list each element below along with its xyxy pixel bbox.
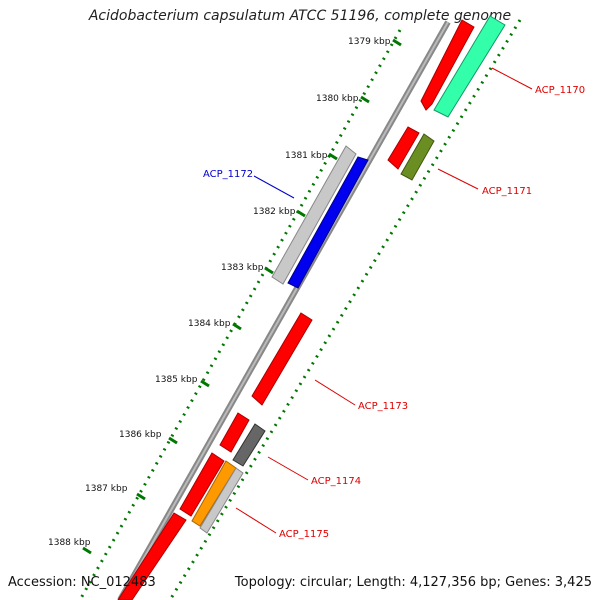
gene-acp1174-red[interactable]	[219, 412, 250, 453]
gene-acp1172-blue[interactable]	[287, 156, 369, 289]
gene-label-acp1171[interactable]: ACP_1171	[482, 186, 532, 197]
tick-labels: 1379 kbp 1380 kbp 1381 kbp 1382 kbp 1383…	[48, 37, 391, 548]
tick-label: 1382 kbp	[253, 207, 296, 217]
gene-acp1171-olive[interactable]	[400, 133, 435, 181]
inner-dotted-guide	[168, 19, 522, 600]
tick-marks	[82, 38, 402, 555]
tick-label: 1379 kbp	[348, 37, 391, 47]
gene-acp1170-red[interactable]	[420, 19, 475, 111]
tick-label: 1380 kbp	[316, 94, 359, 104]
gene-label-acp1174[interactable]: ACP_1174	[311, 476, 361, 487]
gene-acp1175-red[interactable]	[179, 452, 225, 517]
tick-mark	[200, 379, 210, 388]
gene-acp1175-silver[interactable]	[199, 467, 244, 534]
tick-mark	[82, 546, 92, 555]
tick-label: 1386 kbp	[119, 430, 162, 440]
gene-label-acp1173[interactable]: ACP_1173	[358, 401, 408, 412]
tick-label: 1388 kbp	[48, 538, 91, 548]
gene-label-acp1172[interactable]: ACP_1172	[203, 169, 253, 180]
gene-acp1173[interactable]	[251, 312, 313, 406]
accession-text: Accession: NC_012483	[8, 575, 156, 590]
tick-label: 1387 kbp	[85, 484, 128, 494]
tick-label: 1381 kbp	[285, 151, 328, 161]
tick-mark	[360, 95, 370, 104]
tick-label: 1385 kbp	[155, 375, 198, 385]
callout-acp1170	[491, 67, 533, 90]
tick-mark	[392, 38, 402, 47]
callout-lines	[235, 67, 533, 534]
gene-features	[117, 15, 506, 600]
gene-labels: ACP_1170 ACP_1171 ACP_1172 ACP_1173 ACP_…	[203, 85, 585, 540]
gene-acp1174-gray[interactable]	[232, 423, 266, 467]
genome-backbone-highlight	[119, 21, 449, 600]
gene-acp1175-orange[interactable]	[191, 460, 237, 527]
genome-summary-text: Topology: circular; Length: 4,127,356 bp…	[234, 575, 592, 590]
gene-label-acp1175[interactable]: ACP_1175	[279, 529, 329, 540]
callout-acp1172	[253, 175, 295, 199]
gene-acp1170-teal[interactable]	[433, 15, 506, 118]
tick-mark	[136, 492, 146, 501]
callout-acp1173	[314, 379, 356, 406]
tick-label: 1383 kbp	[221, 263, 264, 273]
gene-lower-red[interactable]	[117, 512, 187, 600]
gene-acp1171-red[interactable]	[387, 126, 420, 170]
outer-dotted-guide	[78, 29, 402, 600]
tick-mark	[264, 266, 274, 275]
tick-label: 1384 kbp	[188, 319, 231, 329]
tick-mark	[296, 209, 306, 218]
callout-acp1171	[437, 168, 479, 190]
tick-mark	[232, 322, 242, 331]
tick-mark	[168, 436, 178, 445]
gene-acp1172-silver[interactable]	[271, 145, 357, 285]
callout-acp1175	[235, 507, 277, 534]
map-title: Acidobacterium capsulatum ATCC 51196, co…	[88, 8, 512, 24]
gene-label-acp1170[interactable]: ACP_1170	[535, 85, 585, 96]
tick-mark	[328, 152, 338, 161]
callout-acp1174	[267, 456, 309, 481]
